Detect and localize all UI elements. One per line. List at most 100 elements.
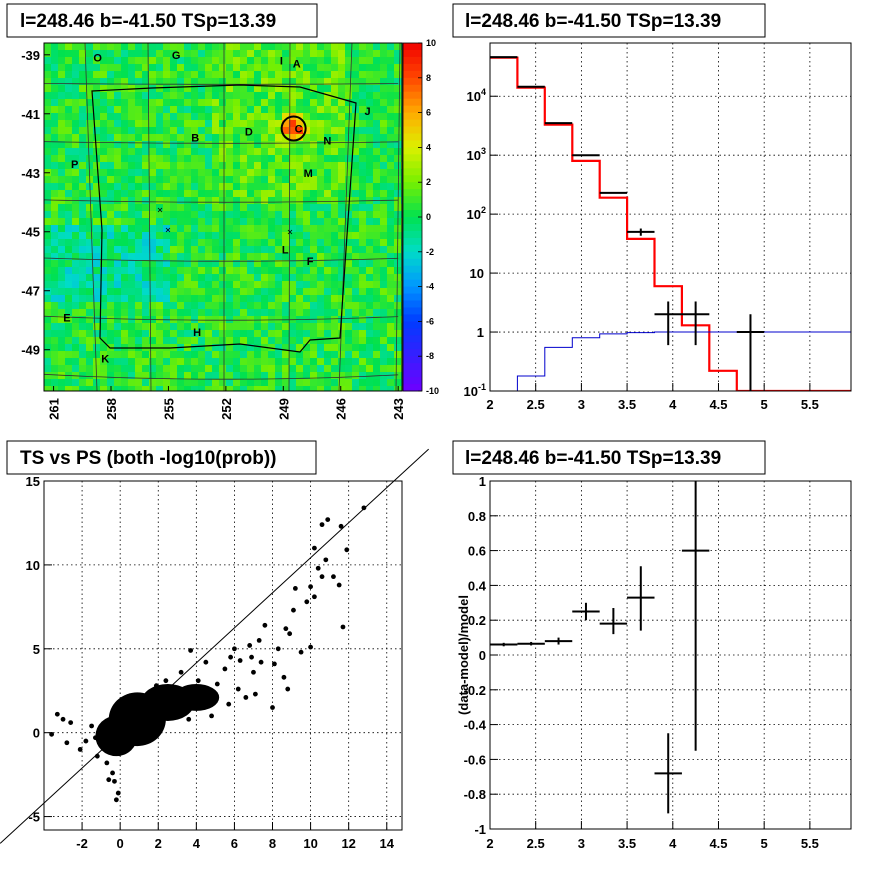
- heatmap-cell: [233, 274, 241, 282]
- heatmap-cell: [191, 274, 199, 282]
- heatmap-cell: [212, 260, 220, 268]
- heatmap-cell: [296, 57, 304, 65]
- heatmap-cell: [128, 232, 136, 240]
- heatmap-cell: [51, 71, 59, 79]
- heatmap-cell: [268, 148, 276, 156]
- heatmap-cell: [212, 106, 220, 114]
- heatmap-cell: [177, 120, 185, 128]
- heatmap-cell: [72, 309, 80, 317]
- heatmap-cell: [247, 92, 255, 100]
- heatmap-cell: [44, 197, 52, 205]
- heatmap-cell: [261, 99, 269, 107]
- heatmap-cell: [345, 85, 353, 93]
- heatmap-cell: [324, 106, 332, 114]
- heatmap-cell: [100, 274, 108, 282]
- heatmap-cell: [380, 78, 388, 86]
- heatmap-cell: [296, 176, 304, 184]
- heatmap-cell: [289, 141, 297, 149]
- region-label: M: [304, 168, 313, 180]
- heatmap-cell: [254, 372, 262, 380]
- heatmap-cell: [79, 92, 87, 100]
- heatmap-cell: [121, 169, 129, 177]
- heatmap-cell: [170, 50, 178, 58]
- heatmap-cell: [135, 169, 143, 177]
- heatmap-cell: [310, 148, 318, 156]
- heatmap-cell: [114, 295, 122, 303]
- heatmap-cell: [58, 232, 66, 240]
- heatmap-cell: [247, 162, 255, 170]
- heatmap-cell: [163, 176, 171, 184]
- heatmap-cell: [394, 302, 402, 310]
- heatmap-cell: [65, 120, 73, 128]
- heatmap-cell: [296, 211, 304, 219]
- heatmap-cell: [261, 302, 269, 310]
- heatmap-cell: [93, 358, 101, 366]
- heatmap-cell: [310, 344, 318, 352]
- heatmap-cell: [114, 190, 122, 198]
- heatmap-cell: [380, 162, 388, 170]
- heatmap-cell: [184, 365, 192, 373]
- heatmap-cell: [212, 386, 220, 391]
- heatmap-cell: [247, 99, 255, 107]
- heatmap-cell: [65, 134, 73, 142]
- heatmap-cell: [275, 239, 283, 247]
- scatter-point: [113, 726, 119, 732]
- heatmap-cell: [275, 246, 283, 254]
- heatmap-cell: [268, 155, 276, 163]
- heatmap-cell: [219, 113, 227, 121]
- heatmap-cell: [149, 253, 157, 261]
- heatmap-cell: [114, 176, 122, 184]
- heatmap-cell: [93, 246, 101, 254]
- heatmap-cell: [275, 260, 283, 268]
- heatmap-cell: [296, 288, 304, 296]
- heatmap-cell: [212, 197, 220, 205]
- heatmap-cell: [324, 85, 332, 93]
- heatmap-cell: [380, 337, 388, 345]
- heatmap-cell: [338, 190, 346, 198]
- heatmap-cell: [317, 330, 325, 338]
- heatmap-cell: [163, 106, 171, 114]
- heatmap-cell: [394, 351, 402, 359]
- heatmap-cell: [135, 64, 143, 72]
- heatmap-cell: [296, 127, 304, 135]
- scatter-point: [237, 658, 243, 663]
- heatmap-cell: [254, 351, 262, 359]
- heatmap-cell: [142, 106, 150, 114]
- heatmap-cell: [380, 358, 388, 366]
- heatmap-cell: [184, 148, 192, 156]
- heatmap-cell: [114, 379, 122, 387]
- heatmap-cell: [275, 57, 283, 65]
- heatmap-cell: [86, 106, 94, 114]
- heatmap-cell: [212, 113, 220, 121]
- heatmap-cell: [310, 71, 318, 79]
- heatmap-cell: [163, 113, 171, 121]
- heatmap-cell: [331, 155, 339, 163]
- heatmap-cell: [156, 386, 164, 391]
- heatmap-cell: [51, 176, 59, 184]
- heatmap-cell: [184, 337, 192, 345]
- heatmap-cell: [44, 85, 52, 93]
- heatmap-cell: [240, 155, 248, 163]
- heatmap-cell: [198, 141, 206, 149]
- heatmap-cell: [296, 337, 304, 345]
- heatmap-cell: [303, 197, 311, 205]
- heatmap-cell: [198, 260, 206, 268]
- heatmap-cell: [394, 295, 402, 303]
- heatmap-cell: [135, 295, 143, 303]
- heatmap-cell: [275, 344, 283, 352]
- heatmap-cell: [380, 344, 388, 352]
- heatmap-cell: [310, 253, 318, 261]
- heatmap-cell: [128, 183, 136, 191]
- heatmap-cell: [44, 43, 52, 51]
- heatmap-cell: [51, 323, 59, 331]
- heatmap-cell: [233, 372, 241, 380]
- heatmap-cell: [135, 43, 143, 51]
- scatter-point: [312, 594, 317, 600]
- heatmap-cell: [149, 197, 157, 205]
- colorbar-band: [403, 154, 422, 162]
- heatmap-cell: [44, 295, 52, 303]
- heatmap-cell: [373, 274, 381, 282]
- heatmap-cell: [149, 225, 157, 233]
- heatmap-cell: [107, 85, 115, 93]
- heatmap-cell: [240, 106, 248, 114]
